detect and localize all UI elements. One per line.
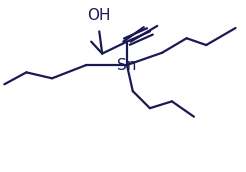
Text: OH: OH xyxy=(88,8,111,23)
Text: Sn: Sn xyxy=(117,57,137,73)
